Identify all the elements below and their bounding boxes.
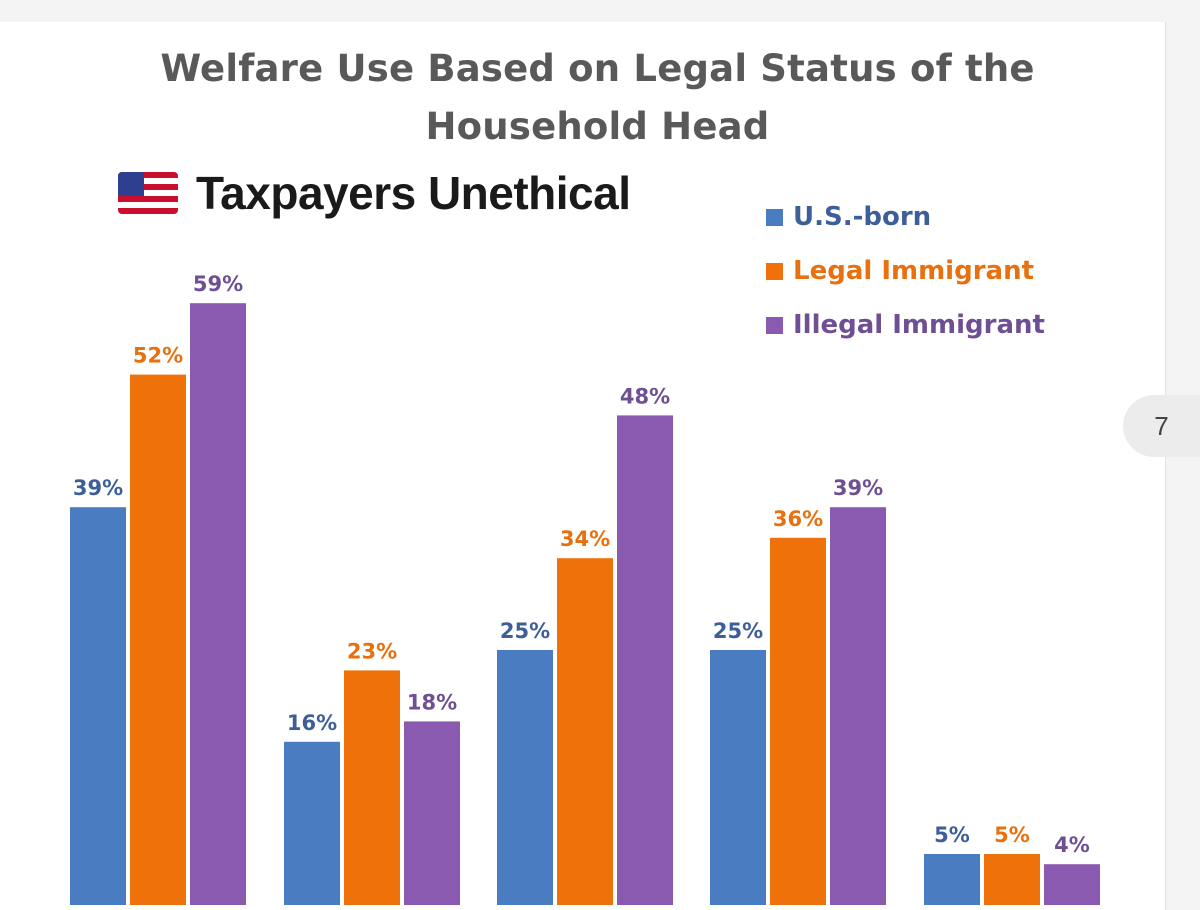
data-label-illegal-immigrant-group-5: 4% bbox=[1054, 833, 1090, 857]
data-label-legal-immigrant-group-1: 52% bbox=[133, 344, 183, 368]
data-label-legal-immigrant-group-2: 23% bbox=[347, 639, 397, 663]
chart-title-line-1: Welfare Use Based on Legal Status of the bbox=[160, 47, 1035, 90]
chart-legend: U.S.-born Legal Immigrant Illegal Immigr… bbox=[766, 190, 1045, 352]
bar-u-s-born-group-1 bbox=[70, 507, 126, 905]
data-label-u-s-born-group-4: 25% bbox=[713, 619, 763, 643]
legend-label-illegal-immigrant: Illegal Immigrant bbox=[793, 310, 1045, 340]
legend-item-us-born: U.S.-born bbox=[766, 190, 1045, 244]
data-label-legal-immigrant-group-5: 5% bbox=[994, 823, 1030, 847]
bar-legal-immigrant-group-1 bbox=[130, 374, 186, 906]
data-label-illegal-immigrant-group-3: 48% bbox=[620, 384, 670, 408]
legend-item-legal-immigrant: Legal Immigrant bbox=[766, 244, 1045, 298]
bar-u-s-born-group-2 bbox=[284, 741, 340, 905]
chart-title: Welfare Use Based on Legal Status of the… bbox=[0, 40, 1195, 156]
bar-legal-immigrant-group-2 bbox=[344, 670, 400, 905]
legend-swatch-illegal-immigrant bbox=[766, 316, 783, 334]
overlay-caption: Taxpayers Unethical bbox=[118, 166, 631, 220]
bar-illegal-immigrant-group-4 bbox=[830, 507, 886, 905]
page-number-badge[interactable]: 7 bbox=[1123, 395, 1200, 457]
legend-item-illegal-immigrant: Illegal Immigrant bbox=[766, 298, 1045, 352]
bar-legal-immigrant-group-3 bbox=[557, 558, 613, 905]
data-label-illegal-immigrant-group-4: 39% bbox=[833, 476, 883, 500]
bar-illegal-immigrant-group-3 bbox=[617, 415, 673, 905]
bar-legal-immigrant-group-5 bbox=[984, 854, 1040, 905]
data-label-legal-immigrant-group-3: 34% bbox=[560, 527, 610, 551]
data-label-u-s-born-group-3: 25% bbox=[500, 619, 550, 643]
bar-u-s-born-group-5 bbox=[924, 854, 980, 905]
legend-swatch-us-born bbox=[766, 208, 783, 226]
overlay-text: Taxpayers Unethical bbox=[196, 167, 631, 219]
bar-legal-immigrant-group-4 bbox=[770, 537, 826, 905]
bar-u-s-born-group-3 bbox=[497, 650, 553, 905]
data-label-u-s-born-group-1: 39% bbox=[73, 476, 123, 500]
bar-illegal-immigrant-group-1 bbox=[190, 303, 246, 905]
legend-label-us-born: U.S.-born bbox=[793, 202, 932, 232]
bar-illegal-immigrant-group-2 bbox=[404, 721, 460, 905]
data-label-illegal-immigrant-group-1: 59% bbox=[193, 272, 243, 296]
bar-u-s-born-group-4 bbox=[710, 650, 766, 905]
us-flag-icon bbox=[118, 172, 178, 214]
chart-title-line-2: Household Head bbox=[425, 105, 770, 148]
data-label-u-s-born-group-2: 16% bbox=[287, 711, 337, 735]
legend-label-legal-immigrant: Legal Immigrant bbox=[793, 256, 1035, 286]
data-label-illegal-immigrant-group-2: 18% bbox=[407, 690, 457, 714]
bar-illegal-immigrant-group-5 bbox=[1044, 864, 1100, 905]
data-label-legal-immigrant-group-4: 36% bbox=[773, 507, 823, 531]
data-label-u-s-born-group-5: 5% bbox=[934, 823, 970, 847]
legend-swatch-legal-immigrant bbox=[766, 262, 783, 280]
